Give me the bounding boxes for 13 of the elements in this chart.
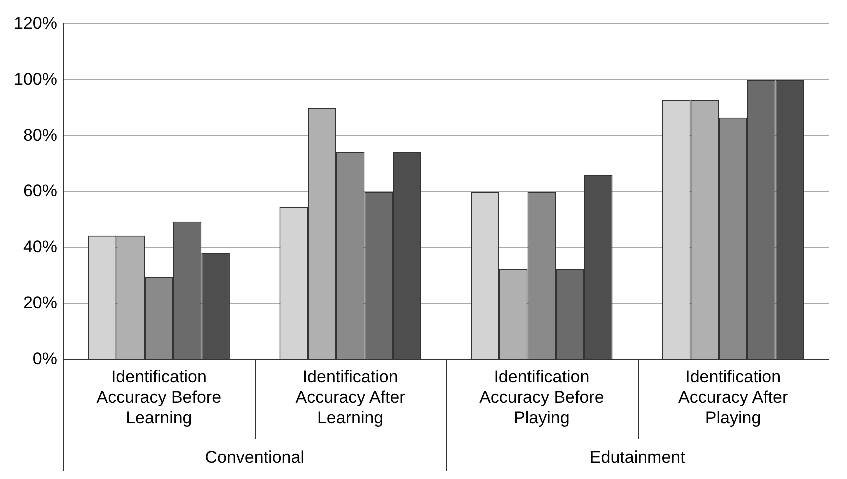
x-tick-label: Identification Accuracy After Learning (296, 368, 406, 428)
x-tick-label: Identification Accuracy After Playing (678, 368, 788, 428)
text: Edutainment (590, 448, 686, 468)
x-tick-label: Identification Accuracy Before Playing (480, 368, 604, 428)
text: Conventional (205, 448, 304, 468)
y-tick-label: 80% (23, 126, 58, 145)
y-tick-label: 100% (14, 70, 58, 89)
y-tick-label: 20% (23, 294, 58, 313)
x-tick-label: Identification Accuracy Before Learning (96, 368, 222, 428)
y-tick-label: 120% (14, 14, 58, 33)
y-tick-label: 40% (23, 238, 58, 257)
y-tick-label: 0% (32, 349, 58, 368)
y-tick-label: 60% (23, 182, 58, 201)
